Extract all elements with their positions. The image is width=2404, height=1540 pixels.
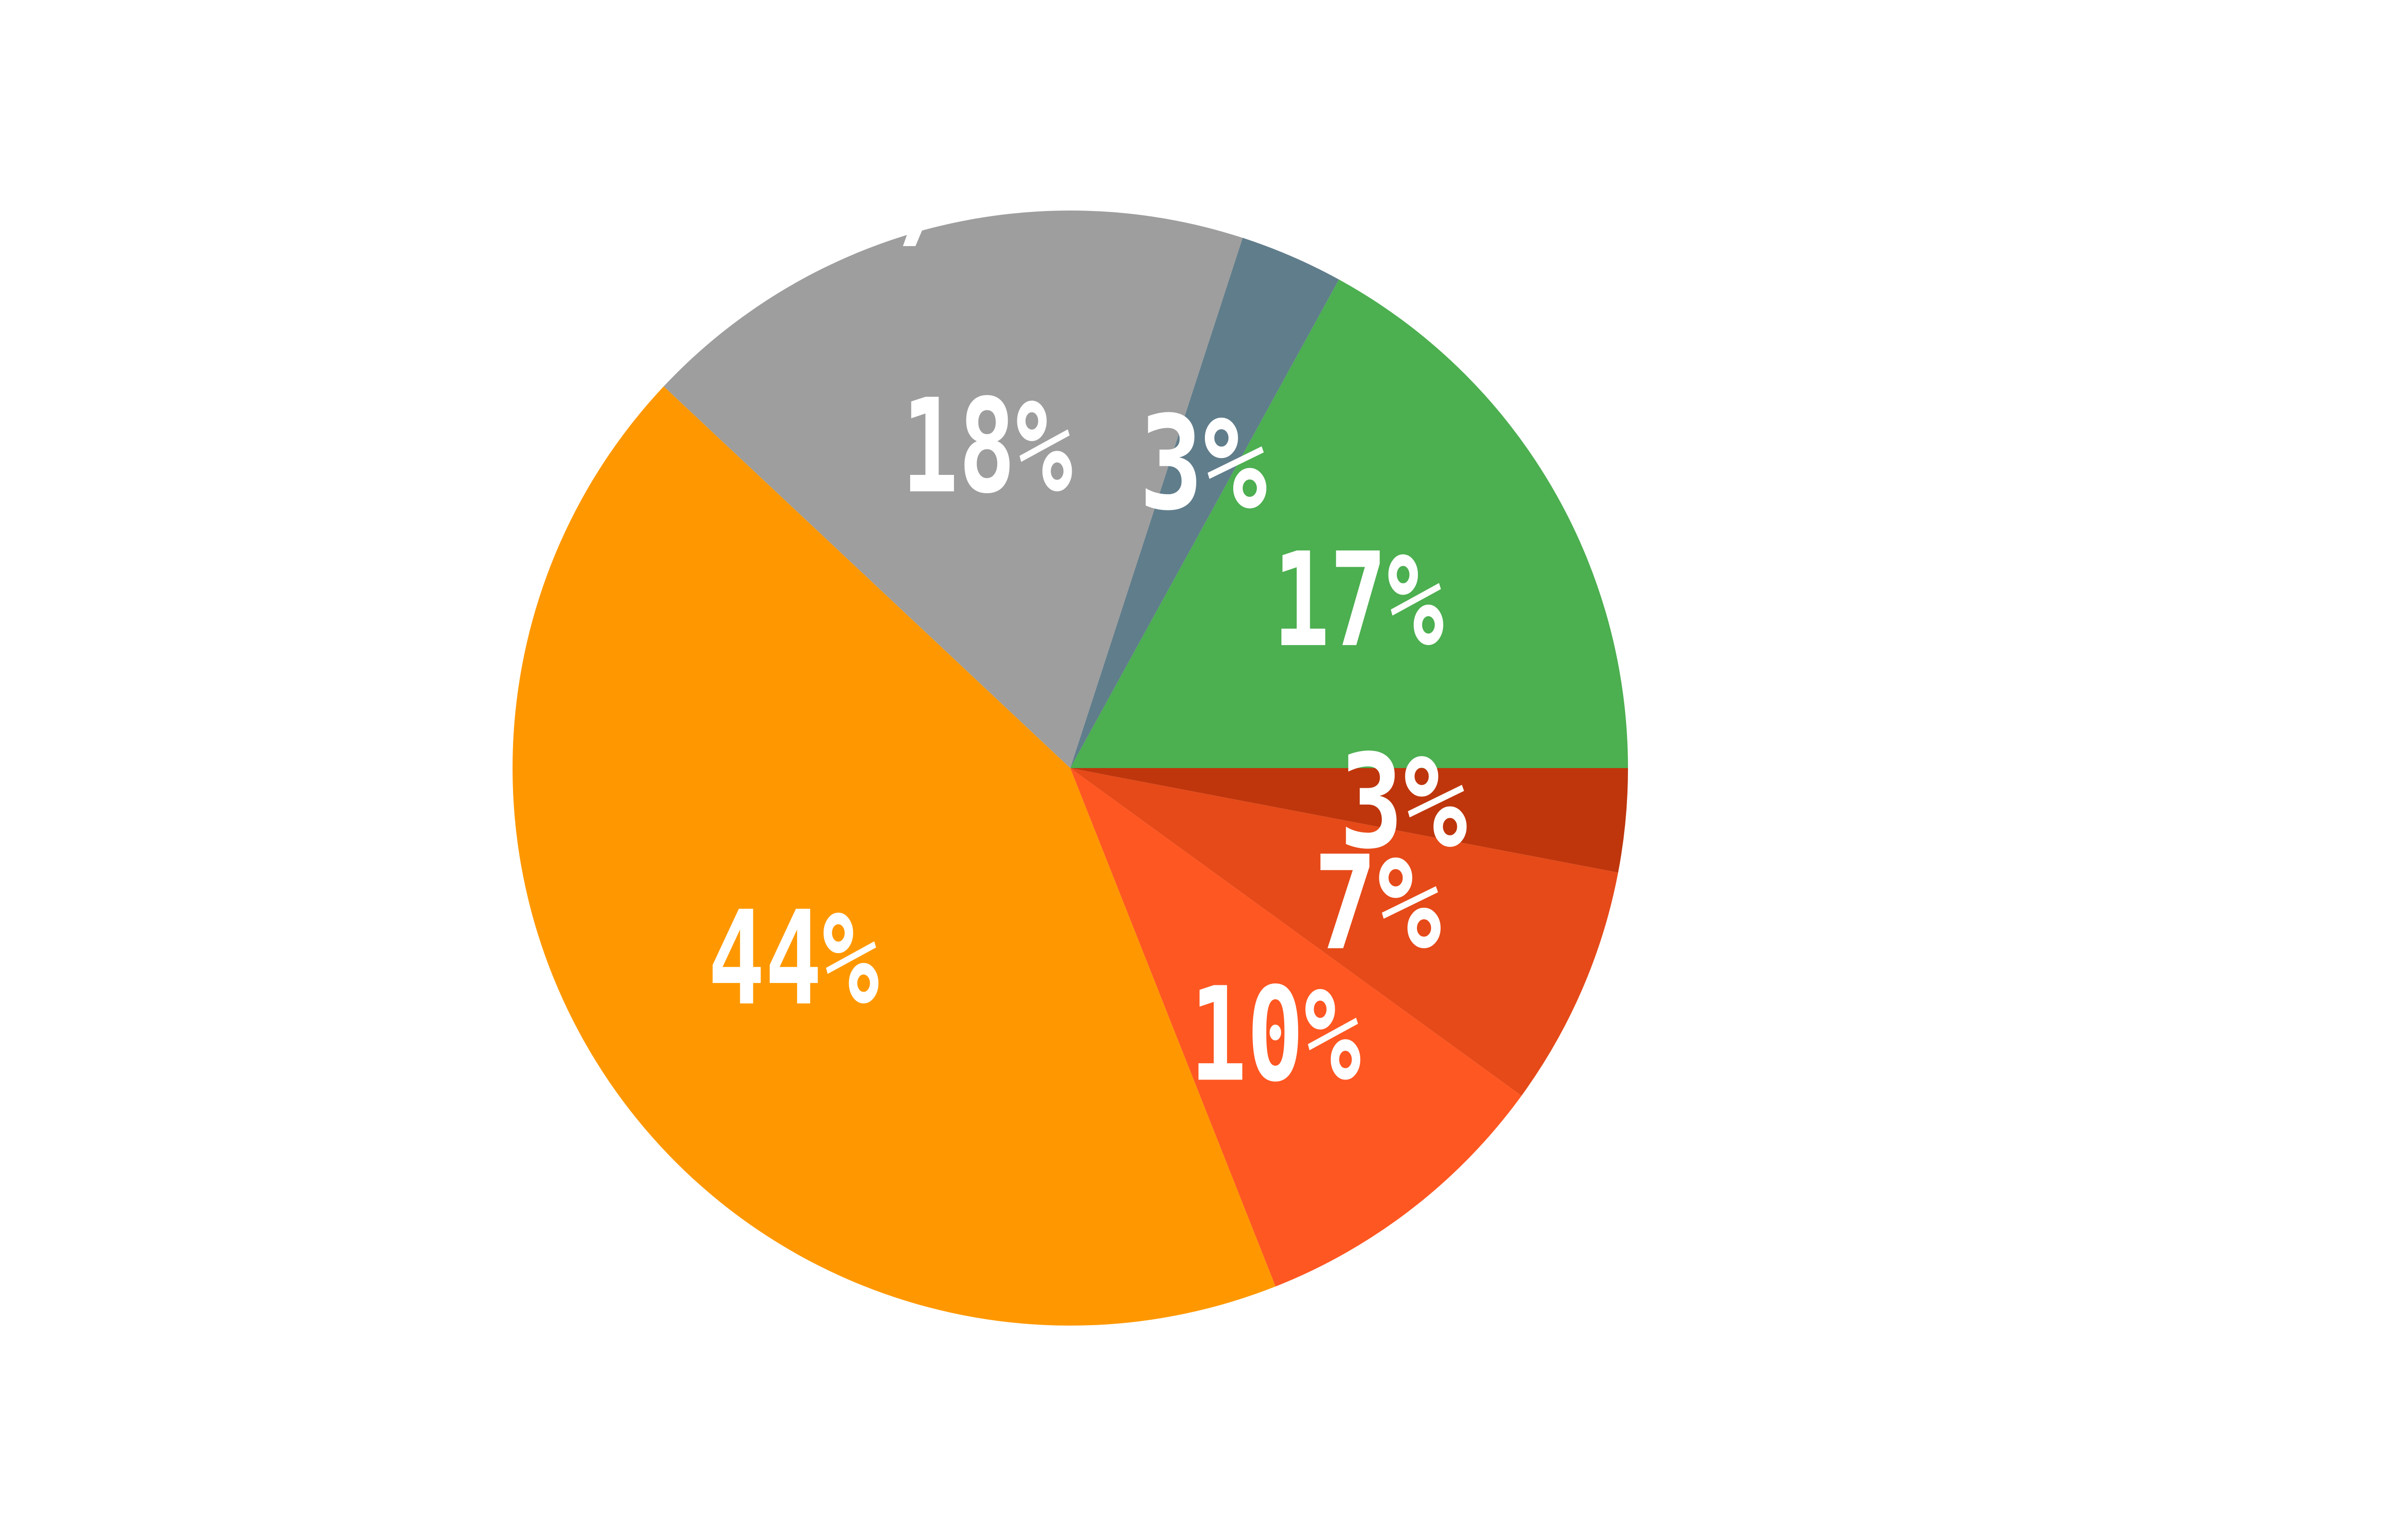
pie-slice-orange bbox=[513, 386, 1276, 1326]
pie-slice-bright-orange-red bbox=[1070, 768, 1522, 1287]
slice-label-blue-gray: 3% bbox=[1139, 388, 1268, 539]
pie-slice-gray bbox=[664, 211, 1243, 768]
pie-slice-green bbox=[1070, 279, 1628, 768]
slice-label-orange: 44% bbox=[708, 883, 879, 1034]
slice-label-dark-brick-red: 3% bbox=[1340, 726, 1468, 878]
slice-label-deep-orange: 7% bbox=[1314, 828, 1442, 979]
slice-label-green: 17% bbox=[1273, 524, 1444, 676]
slice-label-bright-orange-red: 10% bbox=[1190, 959, 1362, 1110]
pie-wedges bbox=[513, 211, 1628, 1326]
slice-label-gray: 18% bbox=[902, 371, 1073, 522]
pie-slice-deep-orange bbox=[1070, 768, 1618, 1096]
artifact-layer bbox=[903, 227, 924, 246]
clipped-white-label-artifact bbox=[903, 227, 924, 246]
pie-percentage-labels: 17%3%18%44%10%7%3% bbox=[708, 371, 1468, 1110]
pie-slice-dark-brick-red bbox=[1070, 768, 1628, 873]
pie-slice-blue-gray bbox=[1070, 237, 1339, 768]
